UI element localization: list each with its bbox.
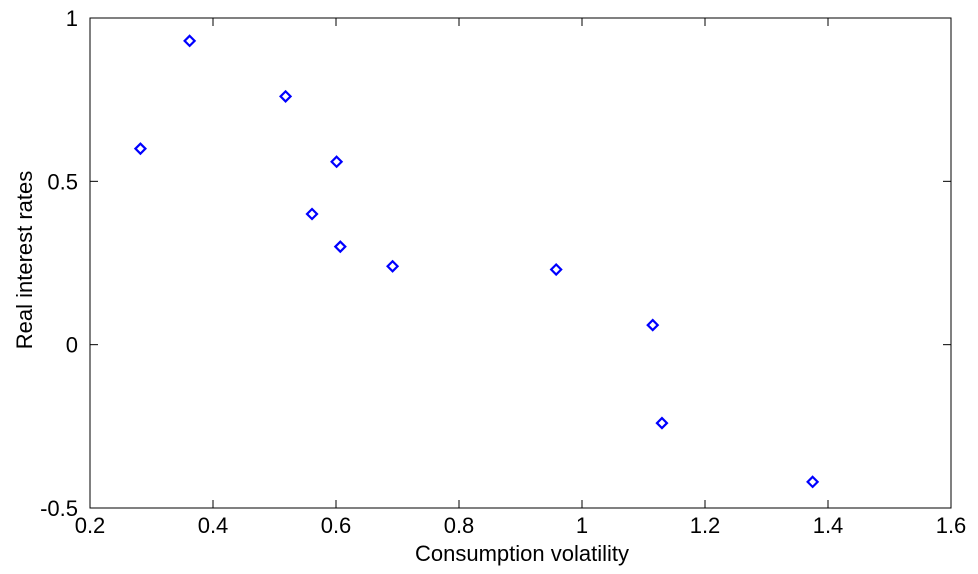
data-point-marker — [133, 142, 147, 156]
x-tick-label: 0.4 — [198, 513, 229, 538]
data-point-marker — [305, 207, 319, 221]
x-tick-label: 0.2 — [75, 513, 106, 538]
x-tick-label: 0.6 — [321, 513, 352, 538]
data-point-marker — [333, 240, 347, 254]
y-tick-label: 1 — [66, 6, 78, 31]
data-point-marker — [330, 155, 344, 169]
ticks-layer: 0.2 0.4 0.6 0.8 1 1.2 1.4 1.6 -0.5 0 0.5 1 — [40, 6, 966, 538]
axes-box — [89, 17, 952, 509]
x-tick-label: 1.4 — [813, 513, 844, 538]
data-point-marker — [183, 34, 197, 48]
y-tick-label: -0.5 — [40, 496, 78, 521]
x-tick-label: 1.6 — [936, 513, 967, 538]
data-point-marker — [655, 416, 669, 430]
y-tick-label: 0 — [66, 333, 78, 358]
y-tick-label: 0.5 — [47, 169, 78, 194]
data-point-marker — [646, 318, 660, 332]
x-tick-label: 1.2 — [690, 513, 721, 538]
plot-area — [89, 17, 952, 509]
data-point-marker — [279, 89, 293, 103]
data-point-marker — [549, 262, 563, 277]
y-axis-label: Real interest rates — [12, 171, 37, 350]
data-point-marker — [386, 259, 400, 273]
x-axis-label: Consumption volatility — [415, 541, 629, 566]
x-tick-label: 1 — [576, 513, 588, 538]
x-tick-label: 0.8 — [444, 513, 475, 538]
data-point-marker — [806, 475, 820, 489]
labels-layer: Consumption volatility Real interest rat… — [12, 171, 629, 566]
points-layer — [133, 34, 820, 489]
